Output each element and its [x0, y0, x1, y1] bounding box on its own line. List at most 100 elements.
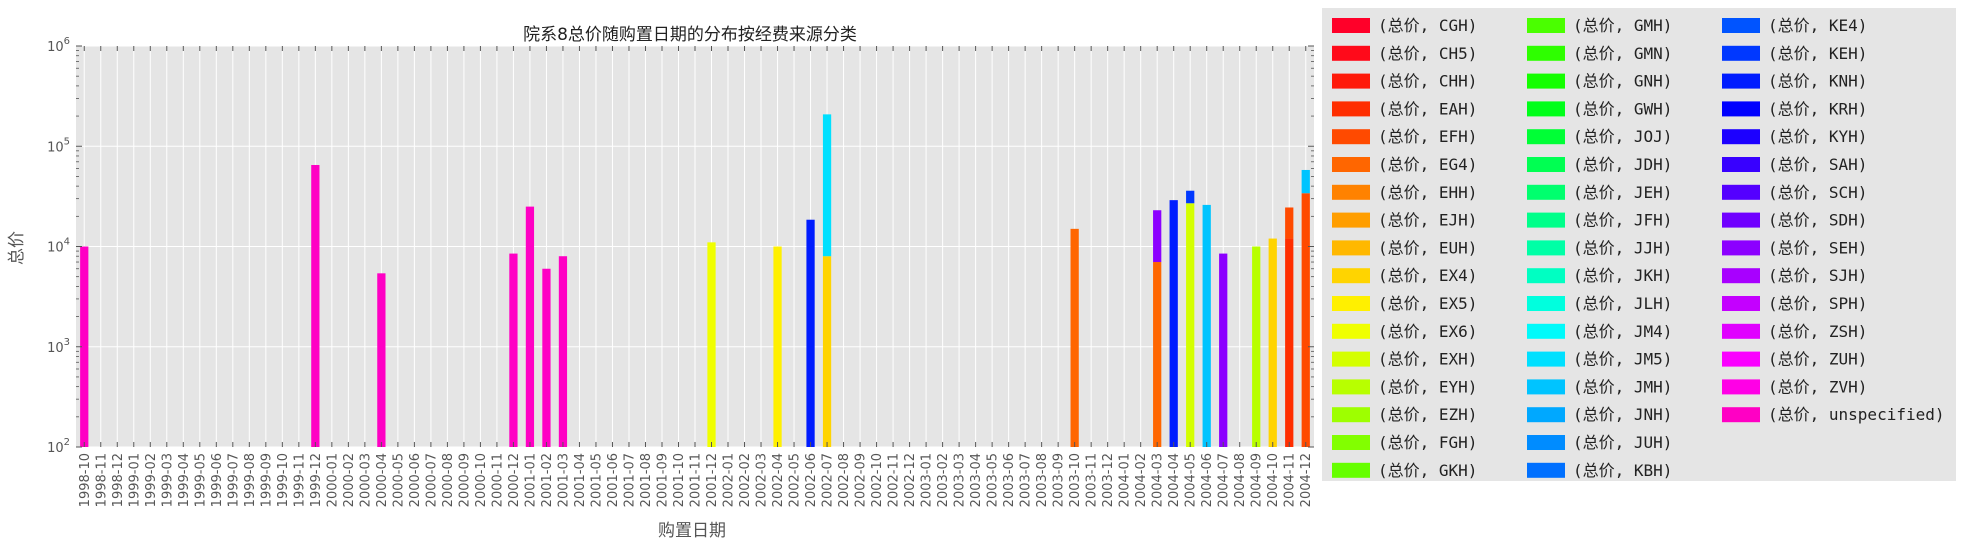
legend-swatch — [1527, 296, 1565, 311]
legend-label: (总价, EG4) — [1378, 155, 1477, 174]
x-tick-label: 2004-05 — [1184, 453, 1199, 507]
x-tick-label: 2004-11 — [1283, 453, 1298, 507]
legend-swatch — [1332, 157, 1370, 172]
chart-title: 院系8总价随购置日期的分布按经费来源分类 — [523, 25, 857, 45]
legend-swatch — [1722, 268, 1760, 284]
legend-label: (总价, JUH) — [1573, 433, 1672, 452]
x-tick-label: 2003-08 — [1035, 453, 1050, 507]
x-tick-label: 2000-11 — [490, 453, 505, 507]
legend-label: (总价, KBH) — [1573, 461, 1672, 480]
y-axis-label: 总价 — [7, 231, 27, 265]
legend-label: (总价, KNH) — [1768, 72, 1867, 91]
legend-swatch — [1332, 379, 1370, 395]
x-tick-label: 2003-02 — [936, 453, 951, 507]
legend-label: (总价, SCH) — [1768, 183, 1867, 202]
x-tick-label: 2002-05 — [788, 453, 803, 507]
x-tick-label: 2004-09 — [1250, 453, 1265, 507]
bar-segment — [1153, 262, 1162, 447]
x-tick-label: 1999-05 — [193, 453, 208, 507]
x-tick-label: 1999-02 — [144, 453, 159, 507]
x-tick-label: 2000-07 — [424, 453, 439, 507]
legend-label: (总价, EX4) — [1378, 266, 1477, 285]
x-tick-label: 2001-05 — [589, 453, 604, 507]
x-tick-label: 2003-01 — [920, 453, 935, 507]
legend-label: (总价, CHH) — [1378, 72, 1477, 91]
legend: (总价, CGH) (总价, CH5) (总价, CHH) (总价, EAH) (总价,… — [1322, 8, 1956, 481]
legend-frame — [1322, 8, 1956, 481]
legend-swatch — [1722, 18, 1760, 33]
legend-label: (总价, ZUH) — [1768, 350, 1867, 369]
legend-label: (总价, SPH) — [1768, 294, 1867, 313]
x-tick-label: 2001-07 — [622, 453, 637, 507]
x-tick-label: 2003-12 — [1101, 453, 1116, 507]
x-tick-label: 2004-02 — [1134, 453, 1149, 507]
x-tick-label: 2003-10 — [1068, 453, 1083, 507]
legend-swatch — [1332, 268, 1370, 284]
bar-segment — [1070, 228, 1079, 447]
x-tick-label: 2000-09 — [457, 453, 472, 507]
legend-label: (总价, JLH) — [1573, 294, 1672, 313]
bar-segment — [1186, 203, 1195, 447]
legend-swatch — [1332, 407, 1370, 423]
legend-label: (总价, EJH) — [1378, 211, 1477, 230]
bar-segment — [525, 206, 535, 447]
bars — [80, 114, 1310, 447]
legend-swatch — [1722, 212, 1760, 228]
legend-swatch — [1527, 379, 1565, 395]
legend-label: (总价, JMH) — [1573, 377, 1672, 396]
bar-segment — [822, 114, 832, 257]
legend-label: (总价, EFH) — [1378, 127, 1477, 146]
legend-swatch — [1527, 157, 1565, 172]
x-tick-label: 2002-06 — [804, 453, 819, 507]
x-tick-label: 2003-07 — [1019, 453, 1034, 507]
legend-label: (总价, SAH) — [1768, 155, 1867, 174]
x-tick-label: 2003-04 — [969, 453, 984, 507]
legend-swatch — [1722, 240, 1760, 256]
y-tick-label: 105 — [47, 136, 70, 155]
x-tick-label: 1999-09 — [259, 453, 274, 507]
legend-label: (总价, EHH) — [1378, 183, 1477, 202]
legend-swatch — [1527, 18, 1565, 33]
y-tick-label: 104 — [47, 237, 70, 256]
legend-swatch — [1527, 462, 1565, 478]
bar-segment — [1202, 204, 1211, 447]
y-axis: 102 103 104 105 106 — [47, 36, 1314, 456]
x-tick-label: 2001-02 — [540, 453, 555, 507]
x-tick-label: 2003-11 — [1085, 453, 1100, 507]
bar-segment — [773, 246, 782, 447]
bar-segment — [1301, 193, 1310, 447]
legend-label: (总价, JOJ) — [1573, 127, 1672, 146]
legend-swatch — [1722, 379, 1760, 395]
x-tick-label: 2004-06 — [1200, 453, 1215, 507]
legend-swatch — [1722, 73, 1760, 89]
x-tick-label: 2002-02 — [738, 453, 753, 507]
x-tick-label: 2000-05 — [391, 453, 406, 507]
legend-swatch — [1527, 212, 1565, 228]
x-tick-label: 2002-01 — [722, 453, 737, 507]
x-tick-label: 1999-07 — [226, 453, 241, 507]
legend-label: (总价, JEH) — [1573, 183, 1672, 202]
bar-segment — [1268, 238, 1277, 447]
legend-label: (总价, KE4) — [1768, 16, 1867, 35]
legend-swatch — [1527, 407, 1565, 423]
x-tick-label: 2003-06 — [1002, 453, 1017, 507]
x-tick-label: 2001-11 — [689, 453, 704, 507]
legend-label: (总价, JM5) — [1573, 350, 1672, 369]
legend-label: (总价, KEH) — [1768, 44, 1867, 63]
legend-label: (总价, SJH) — [1768, 266, 1867, 285]
bar-segment — [509, 253, 518, 447]
legend-swatch — [1332, 435, 1370, 450]
bar-segment — [1252, 246, 1261, 447]
x-tick-label: 2002-11 — [887, 453, 902, 507]
legend-swatch — [1722, 184, 1760, 200]
x-tick-label: 2004-08 — [1233, 453, 1248, 507]
x-tick-label: 2001-04 — [573, 453, 588, 507]
x-tick-label: 1999-04 — [177, 453, 192, 507]
legend-label: (总价, SDH) — [1768, 211, 1867, 230]
bar-segment — [822, 256, 832, 447]
y-tick-label: 102 — [47, 437, 70, 456]
legend-label: (总价, SEH) — [1768, 238, 1867, 257]
x-tick-label: 1998-10 — [78, 453, 93, 507]
legend-swatch — [1332, 296, 1370, 311]
